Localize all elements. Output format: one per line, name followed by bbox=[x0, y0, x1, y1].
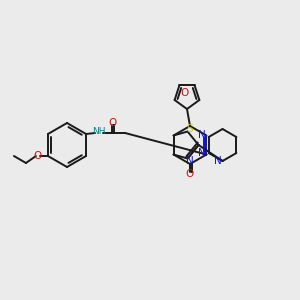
Text: N: N bbox=[214, 156, 221, 166]
Text: O: O bbox=[186, 169, 194, 179]
Text: N: N bbox=[198, 130, 206, 140]
Text: S: S bbox=[186, 124, 193, 134]
Text: NH: NH bbox=[92, 128, 106, 136]
Text: N: N bbox=[198, 148, 206, 158]
Text: O: O bbox=[34, 151, 42, 161]
Text: N: N bbox=[186, 155, 194, 166]
Text: O: O bbox=[108, 118, 116, 128]
Text: O: O bbox=[181, 88, 189, 98]
